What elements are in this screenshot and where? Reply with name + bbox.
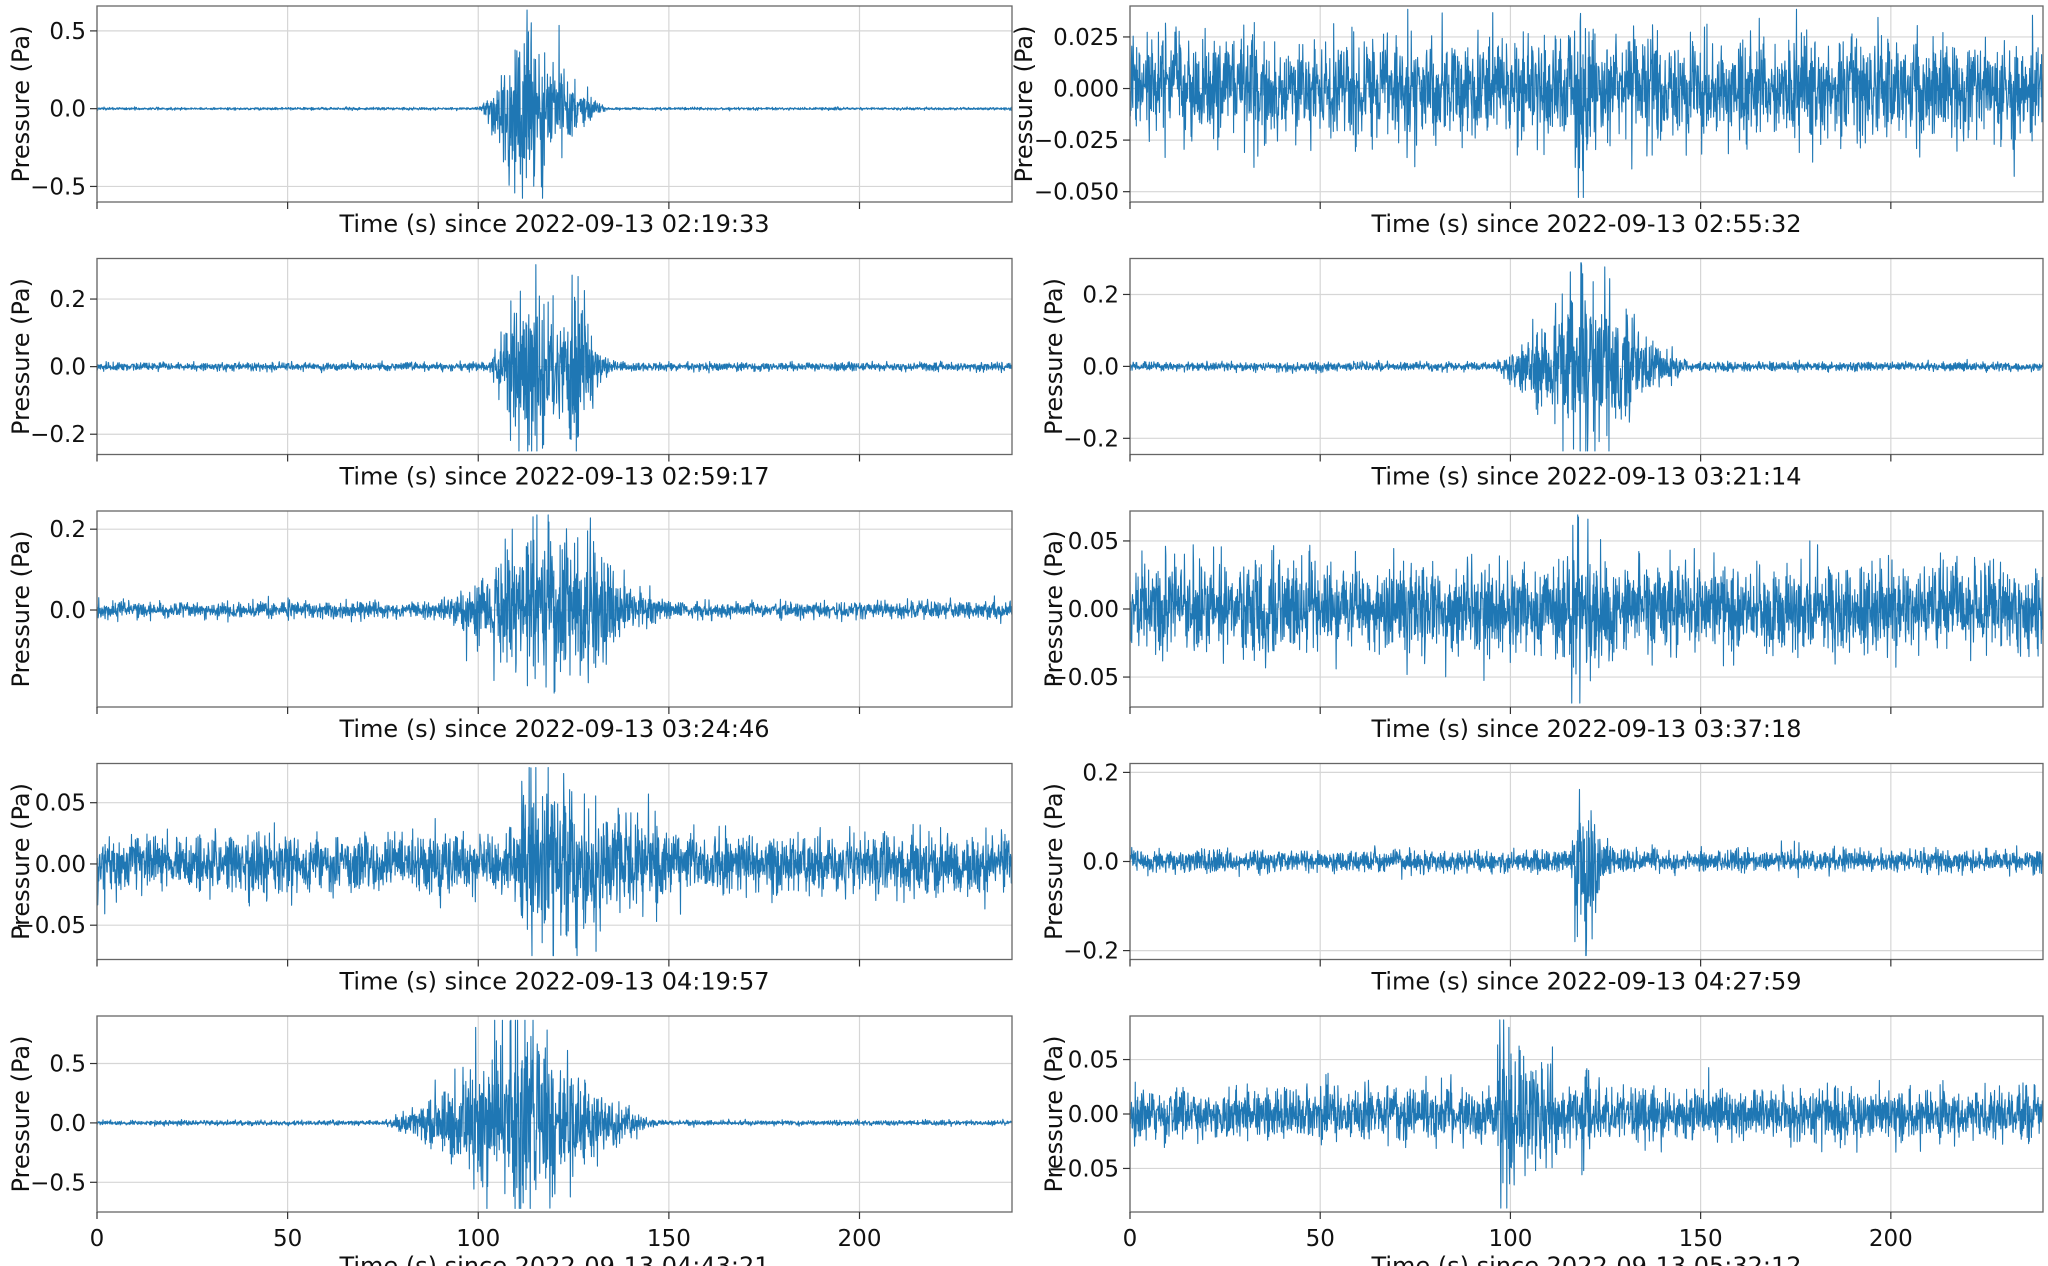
x-tick-label: 100 — [456, 1226, 500, 1252]
y-tick-label: 0.5 — [49, 19, 86, 45]
y-tick-label: 0.0 — [1082, 850, 1119, 876]
x-axis-label: Time (s) since 2022-09-13 03:37:18 — [1370, 715, 1801, 743]
y-tick-label: 0.05 — [35, 791, 86, 817]
waveform-line — [97, 9, 1012, 199]
waveform-line — [97, 1019, 1012, 1209]
y-tick-label: −0.5 — [30, 1170, 86, 1196]
y-axis-label: Pressure (Pa) — [1040, 278, 1068, 435]
waveform-line — [97, 766, 1012, 957]
x-axis-label: Time (s) since 2022-09-13 04:43:21 — [338, 1252, 769, 1266]
waveform-line — [1130, 262, 2043, 452]
y-tick-label: −0.025 — [1034, 128, 1119, 154]
y-tick-label: 0.0 — [1082, 354, 1119, 380]
x-tick-label: 0 — [1123, 1226, 1138, 1252]
x-axis-label: Time (s) since 2022-09-13 02:55:32 — [1370, 210, 1801, 238]
y-axis-label: Pressure (Pa) — [1040, 783, 1068, 940]
y-tick-label: −0.2 — [1063, 426, 1119, 452]
y-axis-label: Pressure (Pa) — [7, 278, 35, 435]
plot-frame — [96, 257, 1013, 456]
y-tick-label: 0.0 — [49, 1111, 86, 1137]
x-axis-label: Time (s) since 2022-09-13 03:21:14 — [1370, 463, 1801, 491]
waveform-line — [1130, 514, 2043, 704]
y-tick-label: 0.000 — [1053, 77, 1119, 103]
x-tick-label: 150 — [647, 1226, 691, 1252]
y-axis-label: Pressure (Pa) — [7, 1036, 35, 1193]
panel-1-2: −0.050 −0.025 0.000 0.025 Time (s) since 202… — [1010, 5, 2044, 238]
x-axis-label: Time (s) since 2022-09-13 04:27:59 — [1370, 968, 1801, 996]
y-tick-label: 0.025 — [1053, 25, 1119, 51]
panel-5-1: −0.5 0.0 0.5 0 50 100 150 200 Time (s) since 202… — [7, 1015, 1013, 1266]
y-tick-label: 0.0 — [49, 598, 86, 624]
waveform-line — [97, 264, 1012, 452]
x-axis-label: Time (s) since 2022-09-13 05:32:12 — [1370, 1252, 1801, 1266]
y-tick-label: 0.00 — [35, 852, 86, 878]
y-tick-label: 0.05 — [1068, 1048, 1119, 1074]
y-tick-label: 0.00 — [1068, 597, 1119, 623]
y-axis-label: Pressure (Pa) — [1040, 531, 1068, 688]
x-tick-label: 200 — [1869, 1226, 1913, 1252]
plot-frame — [96, 5, 1013, 203]
panel-4-2: −0.2 0.0 0.2 Time (s) since 2022-09-13 04:2… — [1040, 760, 2044, 996]
y-tick-label: −0.050 — [1034, 180, 1119, 206]
y-tick-label: −0.2 — [1063, 939, 1119, 965]
panel-2-2: −0.2 0.0 0.2 Time (s) since 2022-09-13 03:2… — [1040, 257, 2044, 491]
x-tick-label: 200 — [838, 1226, 882, 1252]
y-axis-label: Pressure (Pa) — [1040, 1036, 1068, 1193]
y-axis-label: Pressure (Pa) — [7, 783, 35, 940]
y-tick-label: 0.05 — [1068, 529, 1119, 555]
y-tick-label: 0.2 — [1082, 282, 1119, 308]
waveform-line — [1130, 1019, 2043, 1209]
y-tick-label: −0.05 — [1049, 1156, 1119, 1182]
y-axis-label: Pressure (Pa) — [7, 531, 35, 688]
x-axis-label: Time (s) since 2022-09-13 03:24:46 — [338, 715, 769, 743]
plot-frame — [96, 1015, 1013, 1213]
panel-4-1: −0.05 0.00 0.05 Time (s) since 2022-09-13 0… — [7, 762, 1013, 996]
plot-frame — [96, 510, 1013, 708]
panel-1-1: −0.5 0.0 0.5 Time (s) since 2022-09-13 02:1… — [7, 5, 1013, 238]
x-axis-label: Time (s) since 2022-09-13 02:19:33 — [338, 210, 769, 238]
plot-frame — [96, 762, 1013, 961]
waveform-line — [1130, 8, 2043, 199]
panel-3-1: 0.0 0.2 Time (s) since 2022-09-13 03:24:46… — [7, 510, 1013, 743]
y-tick-label: −0.5 — [30, 174, 86, 200]
plot-frame — [1129, 257, 2044, 456]
y-tick-label: 0.2 — [1082, 760, 1119, 786]
y-tick-label: −0.2 — [30, 422, 86, 448]
x-tick-label: 50 — [273, 1226, 302, 1252]
panel-5-2: −0.05 0.00 0.05 0 50 100 150 200 Time (s) since … — [1040, 1015, 2044, 1266]
y-axis-label: Pressure (Pa) — [7, 26, 35, 183]
y-tick-label: 0.00 — [1068, 1102, 1119, 1128]
y-tick-label: −0.05 — [16, 913, 86, 939]
y-tick-label: 0.2 — [49, 517, 86, 543]
panel-2-1: −0.2 0.0 0.2 Time (s) since 2022-09-13 02:5… — [7, 257, 1013, 491]
y-tick-label: 0.5 — [49, 1052, 86, 1078]
plot-frame — [1129, 5, 2044, 203]
waveform-line — [1130, 788, 2043, 957]
panel-3-2: −0.05 0.00 0.05 Time (s) since 2022-09-13 0… — [1040, 510, 2044, 743]
x-axis-label: Time (s) since 2022-09-13 02:59:17 — [338, 463, 769, 491]
y-axis-label: Pressure (Pa) — [1010, 26, 1038, 183]
x-tick-label: 0 — [90, 1226, 105, 1252]
y-tick-label: 0.0 — [49, 355, 86, 381]
x-tick-label: 50 — [1306, 1226, 1335, 1252]
y-tick-label: −0.05 — [1049, 665, 1119, 691]
x-tick-label: 100 — [1488, 1226, 1532, 1252]
x-tick-label: 150 — [1679, 1226, 1723, 1252]
y-tick-label: 0.2 — [49, 287, 86, 313]
x-axis-label: Time (s) since 2022-09-13 04:19:57 — [338, 968, 769, 996]
y-tick-label: 0.0 — [49, 97, 86, 123]
waveform-line — [97, 514, 1012, 694]
